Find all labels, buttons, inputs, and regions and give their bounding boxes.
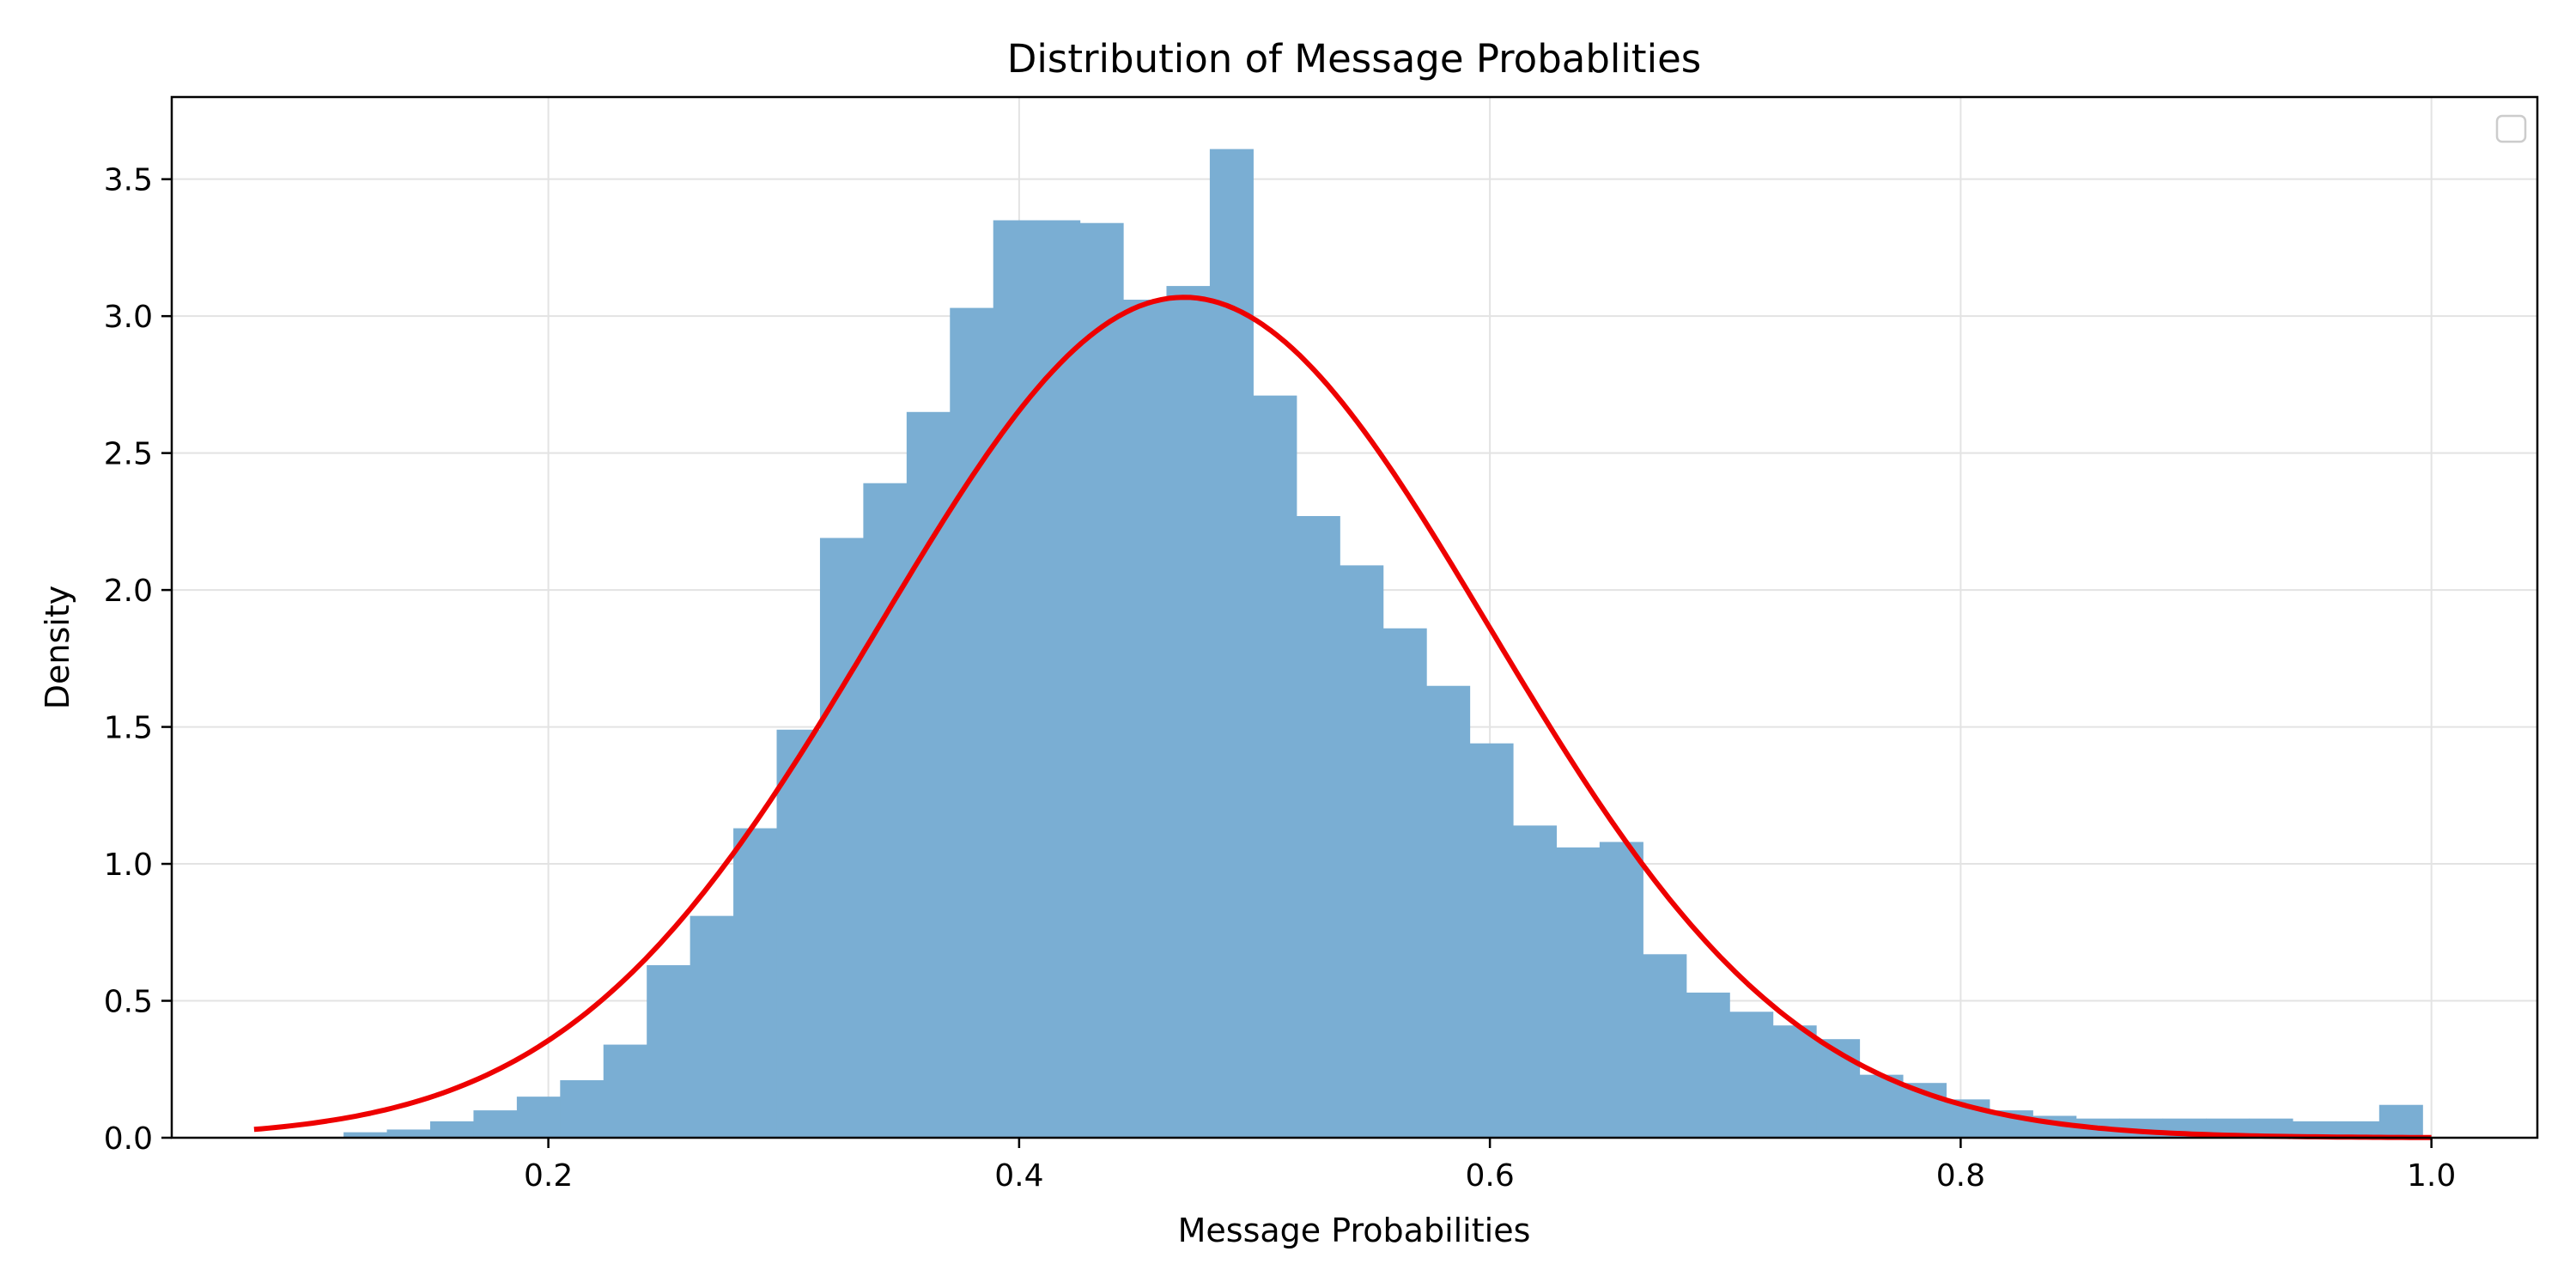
y-tick-label-1: 0.5 [104, 985, 153, 1020]
density-curve-group [253, 295, 2432, 1140]
x-tick-label-3: 0.8 [1936, 1158, 1985, 1194]
histogram-bar [906, 411, 951, 1139]
histogram-bar [1123, 300, 1168, 1138]
histogram-bar [863, 483, 908, 1138]
x-tick-label-0: 0.2 [524, 1158, 573, 1194]
histogram-bar [473, 1110, 518, 1138]
histogram-bar [1036, 220, 1081, 1138]
histogram-bar [386, 1129, 431, 1138]
y-tick-label-0: 0.0 [104, 1121, 153, 1157]
histogram-bar [1556, 847, 1601, 1138]
histogram-bar [647, 965, 691, 1138]
histogram-bar [1729, 1012, 1774, 1138]
legend-box [2495, 114, 2527, 143]
histogram-bar [1643, 954, 1687, 1138]
histogram-bar [1209, 149, 1254, 1139]
histogram-bar [603, 1044, 647, 1138]
histogram-bar [1079, 222, 1124, 1138]
chart-title: Distribution of Message Probablities [1007, 36, 1701, 82]
histogram-bar [993, 220, 1037, 1138]
histogram-bar [1469, 743, 1514, 1138]
histogram-bar [516, 1097, 561, 1138]
y-tick-label-3: 1.5 [104, 711, 153, 746]
histogram-bars [343, 149, 2423, 1139]
plot-frame [170, 95, 2539, 1139]
y-axis-ticks: 0.0 0.5 1.0 1.5 2.0 2.5 3.0 3.5 [104, 163, 172, 1157]
histogram-bar [733, 828, 778, 1138]
histogram-bar [690, 915, 734, 1138]
histogram-bar [2336, 1121, 2380, 1138]
y-axis-label: Density [39, 586, 76, 709]
density-curve [253, 295, 2432, 1140]
x-axis-label: Message Probabilities [1178, 1212, 1531, 1249]
histogram-bar [1340, 565, 1384, 1138]
histogram-bar [560, 1080, 605, 1138]
histogram-bar [429, 1121, 475, 1138]
histogram-bar [1816, 1039, 1861, 1138]
histogram-bar [1512, 825, 1558, 1138]
histogram-bar [1426, 685, 1471, 1138]
histogram-bar [1166, 286, 1211, 1138]
histogram-bar [1382, 628, 1427, 1138]
x-tick-label-4: 1.0 [2407, 1158, 2456, 1194]
y-tick-label-2: 1.0 [104, 848, 153, 883]
histogram-bar [950, 307, 994, 1138]
histogram-bar [2379, 1104, 2423, 1138]
y-tick-label-4: 2.0 [104, 574, 153, 609]
histogram-bar [343, 1132, 388, 1138]
y-tick-label-6: 3.0 [104, 300, 153, 335]
histogram-bar [1859, 1074, 1904, 1138]
x-tick-label-2: 0.6 [1465, 1158, 1514, 1194]
histogram-bar [1253, 395, 1297, 1139]
histogram-bar [1686, 992, 1730, 1138]
y-tick-label-5: 2.5 [104, 437, 153, 472]
x-tick-label-1: 0.4 [994, 1158, 1043, 1194]
x-axis-ticks: 0.2 0.4 0.6 0.8 1.0 [524, 1138, 2456, 1194]
legend [2495, 114, 2527, 143]
y-tick-label-7: 3.5 [104, 163, 153, 198]
histogram-bar [2249, 1118, 2293, 1138]
histogram-bar [1599, 841, 1643, 1138]
histogram-bar [2292, 1121, 2336, 1138]
histogram-bar [1296, 515, 1340, 1138]
histogram-bar [1772, 1025, 1817, 1138]
histogram-bar [819, 538, 864, 1138]
histogram-bar [776, 729, 821, 1138]
